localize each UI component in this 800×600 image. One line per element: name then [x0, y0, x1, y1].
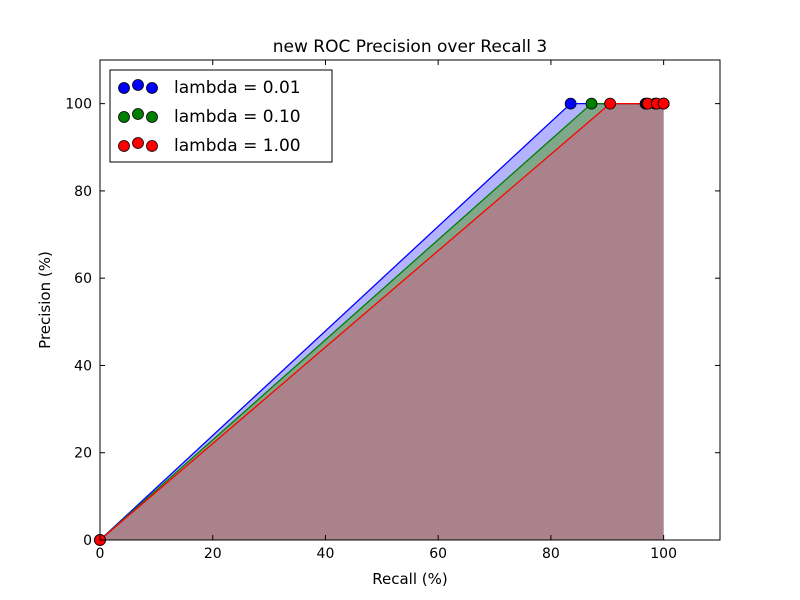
series-1-point-2 [564, 97, 577, 110]
y-tick-label: 40 [74, 358, 92, 374]
legend-marker [146, 82, 158, 94]
x-tick-label: 40 [317, 546, 335, 562]
y-tick-label: 0 [83, 533, 92, 549]
legend-marker [132, 137, 144, 149]
legend-label: lambda = 0.01 [174, 78, 301, 98]
series-3-area [100, 103, 664, 540]
x-axis: 0 20 40 60 80 100 [96, 60, 677, 562]
legend-marker [146, 111, 158, 123]
y-tick-label: 80 [74, 184, 92, 200]
x-tick-label: 60 [429, 546, 447, 562]
legend-marker [118, 140, 130, 152]
y-axis: 0 20 40 60 80 100 [65, 97, 720, 549]
chart-title: new ROC Precision over Recall 3 [273, 37, 548, 57]
legend-marker [132, 79, 144, 91]
x-axis-label: Recall (%) [372, 570, 447, 588]
legend-label: lambda = 0.10 [174, 107, 301, 127]
legend-marker [146, 140, 158, 152]
series-2-point-2 [585, 97, 598, 110]
y-tick-label: 60 [74, 271, 92, 287]
legend-label: lambda = 1.00 [174, 136, 301, 156]
legend-marker [118, 111, 130, 123]
plot-frame [99, 59, 721, 541]
legend-marker [118, 82, 130, 94]
legend-marker [132, 108, 144, 120]
x-tick-label: 100 [650, 546, 677, 562]
y-tick-label: 100 [65, 97, 92, 113]
series-3-point-2 [604, 97, 616, 110]
legend: lambda = 0.01 lambda = 0.10 lambda = 1.00 [109, 69, 333, 163]
x-tick-label: 20 [204, 546, 222, 562]
series-3-point-5 [657, 97, 670, 110]
x-tick-label: 0 [96, 546, 105, 562]
x-tick-label: 80 [542, 546, 560, 562]
plot-fills [100, 103, 664, 540]
y-axis-label: Precision (%) [36, 251, 54, 349]
y-tick-label: 20 [74, 446, 92, 462]
